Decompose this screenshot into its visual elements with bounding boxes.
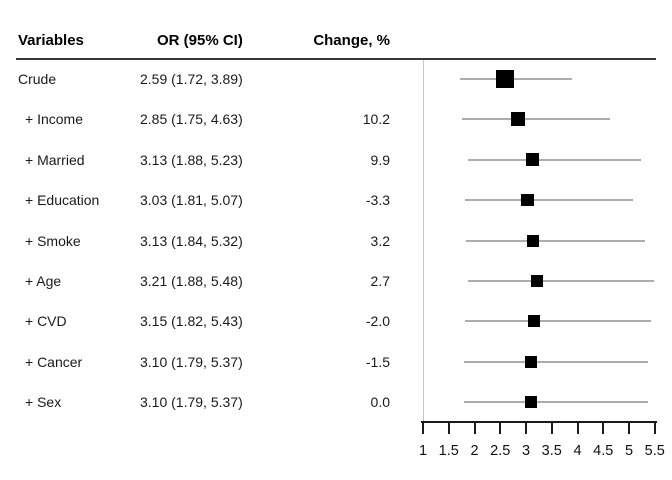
axis-tick — [628, 421, 630, 434]
row-label: + CVD — [25, 313, 67, 330]
row-or-ci: 2.59 (1.72, 3.89) — [140, 71, 243, 87]
row-or-ci: 3.10 (1.79, 5.37) — [140, 394, 243, 411]
axis-tick-label: 1 — [418, 443, 428, 459]
row-change: 9.9 — [370, 151, 390, 168]
or-square — [526, 234, 539, 247]
axis-tick-label: 3 — [521, 443, 531, 459]
or-square — [495, 70, 514, 88]
or-square — [525, 356, 537, 368]
row-label: + Sex — [25, 394, 62, 411]
col-header-change: Change, % — [313, 32, 390, 49]
ci-line — [468, 280, 654, 282]
ci-line — [461, 118, 610, 121]
row-change: -2.0 — [365, 313, 390, 330]
row-change: -1.5 — [365, 353, 390, 370]
or-square — [530, 275, 543, 287]
axis-tick-label: 4 — [573, 443, 582, 459]
row-label: + Cancer — [25, 353, 83, 370]
axis-tick — [602, 421, 605, 434]
axis-tick-label: 1.5 — [438, 443, 459, 459]
row-or-ci: 3.10 (1.79, 5.37) — [140, 353, 243, 370]
row-label: + Age — [25, 273, 62, 289]
row-label: + Smoke — [25, 232, 81, 249]
reference-line — [422, 60, 424, 421]
axis-tick-label: 4.5 — [593, 443, 614, 459]
axis-tick — [550, 421, 553, 434]
axis-tick-label: 5 — [624, 443, 634, 459]
or-square — [525, 396, 537, 408]
axis-tick-label: 2.5 — [490, 443, 511, 459]
ci-line — [460, 78, 572, 80]
row-change: 0.0 — [370, 394, 390, 411]
or-square — [527, 315, 540, 328]
ci-line — [463, 401, 649, 404]
axis-tick — [653, 421, 656, 434]
axis-tick — [576, 421, 579, 434]
axis-tick — [473, 421, 476, 434]
ci-line — [464, 199, 633, 202]
ci-line — [463, 360, 649, 363]
row-change: 10.2 — [362, 111, 390, 128]
row-or-ci: 3.13 (1.88, 5.23) — [140, 151, 243, 168]
axis-tick-label: 5.5 — [644, 443, 665, 459]
row-label: + Married — [25, 151, 85, 168]
axis-tick — [525, 421, 527, 434]
row-or-ci: 3.03 (1.81, 5.07) — [140, 192, 243, 209]
header-rule — [16, 58, 656, 60]
col-header-variables: Variables — [18, 32, 84, 49]
row-or-ci: 3.13 (1.84, 5.32) — [140, 232, 243, 249]
row-change — [280, 70, 390, 88]
row-label: Crude — [18, 71, 57, 87]
ci-line — [465, 320, 652, 323]
axis-tick-label: 3.5 — [541, 443, 562, 459]
or-square — [526, 153, 540, 167]
x-axis-line — [421, 421, 657, 423]
axis-tick — [499, 421, 502, 434]
or-square — [521, 193, 534, 207]
axis-tick-label: 2 — [470, 443, 479, 459]
or-square — [511, 112, 526, 127]
ci-line — [468, 158, 641, 161]
ci-line — [466, 239, 646, 242]
row-change: 3.2 — [370, 232, 390, 249]
row-change: -3.3 — [365, 192, 390, 209]
row-or-ci: 3.15 (1.82, 5.43) — [140, 313, 243, 330]
row-label: + Income — [25, 111, 83, 128]
row-label: + Education — [25, 192, 100, 209]
axis-tick — [422, 421, 424, 434]
col-header-or-ci: OR (95% CI) — [157, 32, 243, 49]
row-or-ci: 2.85 (1.75, 4.63) — [140, 111, 243, 128]
row-change: 2.7 — [370, 273, 390, 289]
axis-tick — [447, 421, 450, 434]
row-or-ci: 3.21 (1.88, 5.48) — [140, 273, 243, 289]
